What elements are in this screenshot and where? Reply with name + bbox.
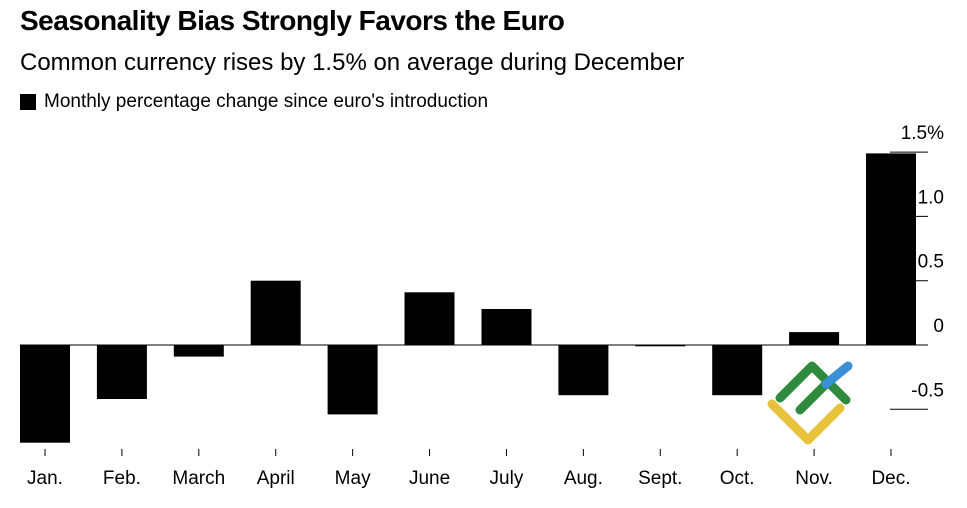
y-tick-label: 0.5 xyxy=(918,252,944,273)
y-tick-label: -0.5 xyxy=(911,380,944,401)
bar-june xyxy=(404,292,455,345)
x-axis-ticks: Jan. Feb. March April May June July Aug. Sept. Oc… xyxy=(27,449,911,489)
x-tick-label: April xyxy=(257,468,295,489)
x-tick-label: Jan. xyxy=(27,468,63,489)
bar-sept xyxy=(635,345,686,347)
x-tick-label: June xyxy=(409,468,450,489)
x-tick-label: Nov. xyxy=(795,468,833,489)
bars xyxy=(20,153,916,443)
x-tick-label: March xyxy=(172,468,225,489)
chart-subtitle: Common currency rises by 1.5% on average… xyxy=(20,49,685,76)
logo-watermark xyxy=(767,361,853,445)
x-tick-label: Oct. xyxy=(720,468,755,489)
bar-aug xyxy=(558,345,609,396)
x-tick-label: Sept. xyxy=(638,468,682,489)
legend-swatch xyxy=(20,94,36,110)
bar-march xyxy=(173,345,224,357)
bar-dec xyxy=(866,153,916,345)
bar-april xyxy=(250,280,301,345)
x-tick-label: Feb. xyxy=(103,468,141,489)
x-tick-label: Aug. xyxy=(564,468,603,489)
legend-label: Monthly percentage change since euro's i… xyxy=(44,91,489,112)
bar-oct xyxy=(712,345,763,396)
bar-nov xyxy=(789,332,840,345)
x-tick-label: May xyxy=(335,468,371,489)
x-tick-label: July xyxy=(490,468,524,489)
y-tick-label: 0 xyxy=(933,316,944,337)
bar-july xyxy=(481,309,532,345)
y-tick-label: 1.5% xyxy=(901,123,944,144)
bar-feb xyxy=(96,345,147,399)
bar-may xyxy=(327,345,378,415)
legend: Monthly percentage change since euro's i… xyxy=(20,90,488,114)
chart-title: Seasonality Bias Strongly Favors the Eur… xyxy=(20,5,565,36)
x-tick-label: Dec. xyxy=(871,468,910,489)
bar-jan xyxy=(20,345,70,443)
y-tick-label: 1.0 xyxy=(918,187,944,208)
